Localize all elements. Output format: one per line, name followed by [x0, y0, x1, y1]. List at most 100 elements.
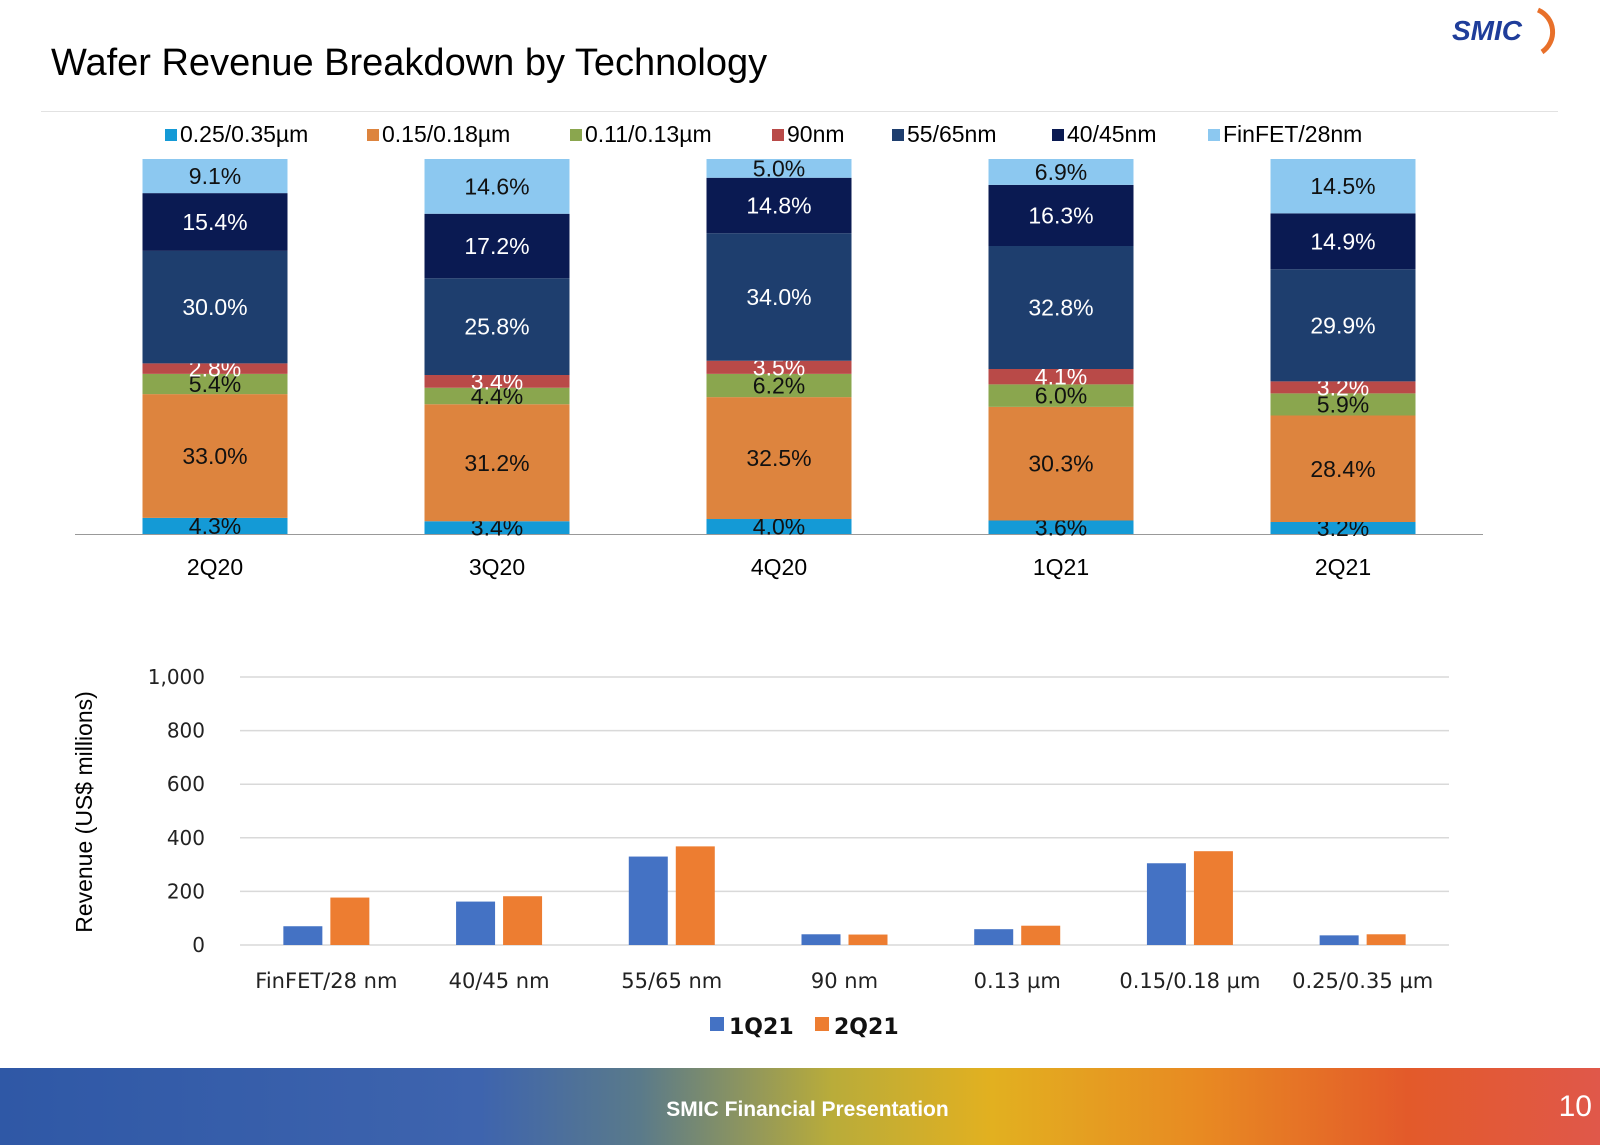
stacked-bar-segment	[988, 406, 1134, 521]
stacked-bar-segment	[988, 159, 1134, 185]
stacked-bar-segment	[142, 250, 288, 364]
footer-text: SMIC Financial Presentation	[666, 1098, 949, 1121]
data-label: 29.9%	[1310, 312, 1375, 338]
y-tick-label: 400	[167, 826, 205, 850]
legend-swatch-2	[570, 129, 582, 141]
stacked-bar-segment	[706, 519, 852, 534]
legend-label: FinFET/28nm	[1223, 121, 1362, 147]
stacked-bar-segment	[424, 159, 570, 214]
y-tick-label: 200	[167, 879, 205, 903]
data-label: 33.0%	[182, 443, 247, 469]
stacked-bar-segment	[424, 387, 570, 405]
stacked-bar-segment	[706, 360, 852, 374]
category-label: 55/65 nm	[621, 969, 722, 993]
legend-label: 55/65nm	[907, 121, 997, 147]
data-label: 6.9%	[1035, 159, 1087, 185]
smic-logo: SMIC	[1452, 7, 1556, 55]
stacked-bar-segment	[142, 193, 288, 251]
stacked-bar-segment	[988, 184, 1134, 246]
data-label: 16.3%	[1028, 202, 1093, 228]
legend-label: 90nm	[787, 121, 845, 147]
category-label: 0.13 µm	[974, 969, 1061, 993]
stacked-bar-segment	[142, 373, 288, 395]
data-label: 9.1%	[189, 163, 241, 189]
data-label: 30.0%	[182, 294, 247, 320]
category-label: 2Q20	[187, 554, 243, 580]
stacked-bar-segment	[142, 394, 288, 518]
bar-1Q21	[801, 934, 841, 945]
data-label: 14.6%	[464, 173, 529, 199]
category-label: 0.15/0.18 µm	[1119, 969, 1260, 993]
legend-swatch-0	[165, 129, 177, 141]
y-tick-label: 0	[192, 933, 205, 957]
legend-label: 0.15/0.18µm	[382, 121, 510, 147]
bar-1Q21	[1146, 863, 1186, 945]
bar-1Q21	[974, 929, 1014, 945]
stacked-bar-segment	[988, 369, 1134, 385]
category-label: 4Q20	[751, 554, 807, 580]
data-label: 15.4%	[182, 209, 247, 235]
data-label: 32.8%	[1028, 295, 1093, 321]
bar-2Q21	[848, 934, 888, 945]
stacked-bar-segment	[424, 404, 570, 522]
legend-label: 40/45nm	[1067, 121, 1157, 147]
stacked-bar-segment	[1270, 159, 1416, 214]
data-label: 25.8%	[464, 314, 529, 340]
bar-2Q21	[1193, 851, 1233, 945]
bar-1Q21	[456, 901, 496, 945]
legend-label: 0.11/0.13µm	[585, 121, 712, 147]
y-tick-label: 1,000	[148, 665, 205, 689]
data-label: 32.5%	[746, 445, 811, 471]
stacked-bar-segment	[706, 233, 852, 361]
category-label: 1Q21	[1033, 554, 1089, 580]
bar-1Q21	[1319, 935, 1359, 945]
footer-banner: SMIC Financial Presentation 10	[0, 1068, 1600, 1145]
stacked-bar-segment	[1270, 415, 1416, 522]
title-divider	[41, 111, 1558, 112]
stacked-bar-segment	[988, 384, 1134, 407]
stacked-bar-segment	[706, 397, 852, 519]
category-label: 90 nm	[811, 969, 878, 993]
legend-swatch-1Q21	[710, 1017, 724, 1031]
data-label: 30.3%	[1028, 451, 1093, 477]
stacked-bar-segment	[142, 159, 288, 194]
bar-2Q21	[1021, 925, 1061, 945]
y-tick-label: 800	[167, 719, 205, 743]
stacked-bar-segment	[706, 177, 852, 234]
bar-2Q21	[1366, 934, 1406, 945]
stacked-bar-segment	[988, 520, 1134, 534]
category-label: 0.25/0.35 µm	[1292, 969, 1433, 993]
legend-swatch-5	[1052, 129, 1064, 141]
legend-swatch-1	[367, 129, 379, 141]
bar-2Q21	[330, 897, 370, 945]
svg-text:SMIC: SMIC	[1452, 15, 1523, 46]
legend-label: 2Q21	[834, 1015, 899, 1040]
y-tick-label: 600	[167, 772, 205, 796]
data-label: 28.4%	[1310, 456, 1375, 482]
data-label: 5.9%	[1317, 391, 1369, 417]
data-label: 5.0%	[753, 155, 805, 181]
data-label: 17.2%	[464, 233, 529, 259]
legend-swatch-4	[892, 129, 904, 141]
legend-swatch-6	[1208, 129, 1220, 141]
stacked-bar-segment	[1270, 381, 1416, 394]
stacked-bar-segment	[1270, 269, 1416, 382]
bar-1Q21	[628, 856, 668, 945]
legend-swatch-3	[772, 129, 784, 141]
stacked-bar-segment	[142, 363, 288, 374]
stacked-bar-segment	[424, 375, 570, 388]
bar-2Q21	[503, 896, 543, 945]
category-label: 40/45 nm	[449, 969, 550, 993]
data-label: 31.2%	[464, 450, 529, 476]
data-label: 14.8%	[746, 193, 811, 219]
stacked-bar-segment	[1270, 393, 1416, 416]
stacked-bar-segment	[424, 278, 570, 375]
stacked-bar-segment	[706, 373, 852, 398]
page-number: 10	[1558, 1090, 1592, 1123]
data-label: 6.0%	[1035, 383, 1087, 409]
data-label: 34.0%	[746, 284, 811, 310]
stacked-bar-segment	[424, 521, 570, 534]
data-label: 14.5%	[1310, 173, 1375, 199]
stacked-bar-segment	[988, 246, 1134, 369]
legend-label: 1Q21	[729, 1015, 794, 1040]
